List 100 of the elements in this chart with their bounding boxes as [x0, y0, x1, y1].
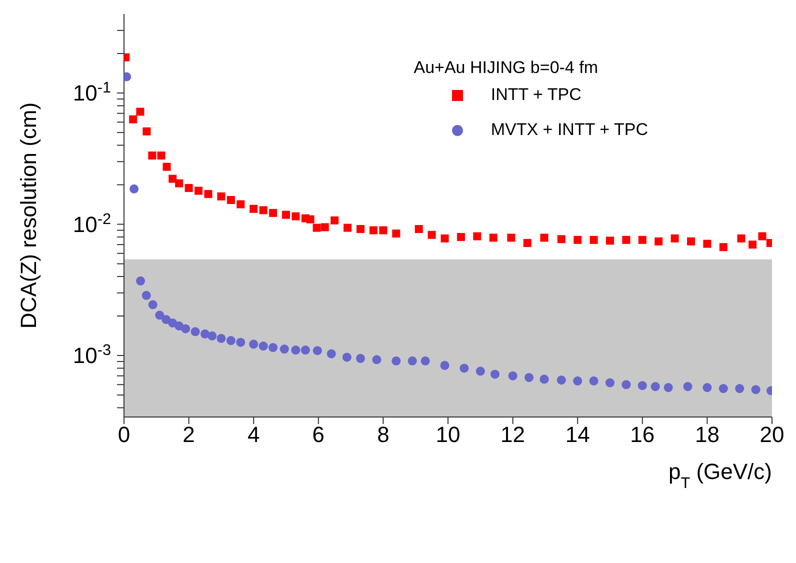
point: [476, 366, 485, 376]
point: [142, 290, 151, 300]
point: [556, 376, 566, 385]
point: [440, 234, 449, 242]
point: [250, 204, 258, 213]
point: [408, 356, 417, 366]
point: [473, 232, 482, 240]
point: [557, 235, 566, 244]
point: [190, 327, 200, 336]
point: [758, 232, 766, 240]
point: [217, 192, 226, 200]
point: [540, 234, 548, 242]
point: [540, 374, 549, 384]
point: [175, 179, 184, 188]
point: [208, 331, 217, 340]
point: [687, 237, 695, 246]
legend-label: INTT + TPC: [490, 85, 582, 104]
point: [226, 336, 236, 346]
point: [460, 364, 469, 373]
point: [428, 230, 436, 239]
point: [162, 315, 171, 324]
x-tick-label: 8: [377, 422, 390, 447]
point: [181, 324, 190, 334]
point: [194, 186, 203, 195]
point: [136, 276, 146, 286]
point: [683, 382, 692, 392]
x-tick-label: 6: [312, 422, 325, 447]
point: [142, 127, 151, 136]
point: [524, 372, 534, 382]
point: [282, 210, 290, 219]
point: [259, 206, 268, 214]
point: [200, 329, 210, 338]
point: [489, 234, 498, 242]
point: [130, 184, 139, 194]
x-tick-label: 0: [118, 422, 130, 447]
point: [129, 115, 138, 124]
x-tick-label: 2: [182, 422, 195, 447]
point: [703, 240, 712, 248]
y-tick-label: 10$^{-3}$: [72, 342, 111, 368]
point: [589, 376, 598, 386]
point: [440, 360, 450, 370]
point: [638, 381, 647, 390]
point: [312, 346, 322, 356]
point: [508, 371, 518, 380]
point: [574, 236, 582, 244]
point: [718, 384, 728, 394]
point: [456, 232, 465, 241]
point: [148, 300, 158, 310]
legend-title: Au+Au HIJING b=0-4 fm: [414, 58, 598, 78]
point: [312, 224, 321, 232]
point: [638, 236, 646, 244]
point: [490, 370, 500, 379]
point: [136, 108, 144, 116]
y-tick-label: 10$^{-1}$: [72, 79, 111, 106]
x-axis-title: p$_{T}$ (GeV/c): [668, 459, 772, 492]
point: [342, 352, 352, 362]
point: [216, 334, 226, 343]
point: [664, 383, 673, 392]
point: [670, 234, 679, 242]
y-axis-title: DCA(Z) resolution (cm): [16, 102, 41, 329]
point: [258, 342, 268, 351]
y-tick-label: 10$^{-2}$: [72, 210, 111, 237]
point: [414, 225, 423, 234]
point: [737, 234, 746, 242]
point: [590, 236, 598, 244]
point: [306, 215, 314, 224]
point: [320, 223, 329, 232]
point: [291, 346, 300, 355]
point: [184, 184, 193, 192]
point: [392, 230, 400, 238]
point: [605, 378, 615, 388]
point: [162, 162, 171, 171]
point: [507, 234, 516, 242]
point: [204, 190, 212, 198]
point: [344, 224, 352, 232]
point: [622, 380, 631, 390]
legend-label: MVTX + INTT + TPC: [490, 120, 648, 139]
x-tick-label: 12: [500, 422, 526, 447]
point: [372, 355, 382, 364]
point: [523, 238, 532, 247]
x-tick-label: 18: [694, 422, 720, 447]
point: [420, 356, 430, 366]
point: [155, 310, 164, 320]
point: [751, 385, 760, 394]
point: [650, 382, 660, 392]
point: [369, 226, 378, 234]
point: [148, 152, 156, 160]
point: [573, 376, 582, 386]
point: [326, 349, 336, 358]
point: [300, 346, 310, 355]
x-tick-label: 16: [630, 422, 655, 447]
point: [622, 236, 630, 244]
point: [356, 354, 366, 363]
point: [748, 240, 757, 249]
point: [168, 174, 177, 183]
point: [236, 338, 246, 347]
point: [735, 384, 744, 394]
point: [280, 344, 289, 354]
point: [269, 208, 278, 217]
point: [292, 212, 300, 220]
